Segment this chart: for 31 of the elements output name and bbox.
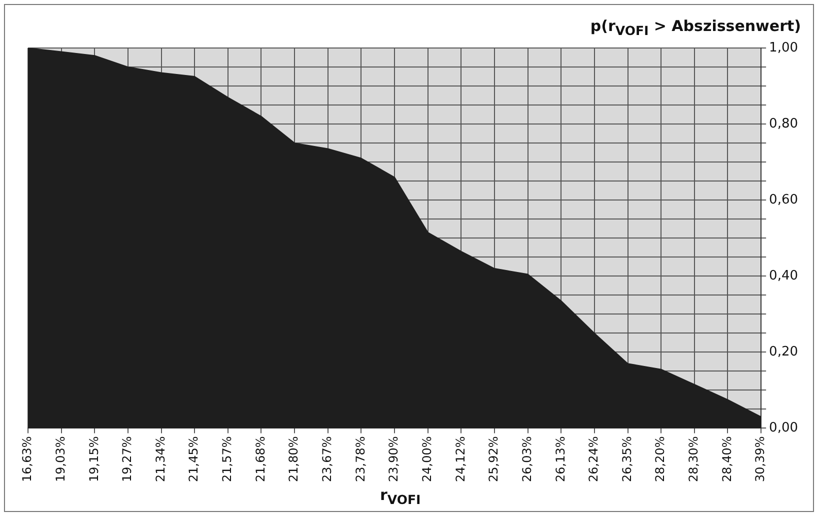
x-tick-label: 23,90% bbox=[386, 436, 401, 482]
x-tick-label: 19,27% bbox=[120, 436, 134, 482]
x-tick-label: 21,57% bbox=[220, 436, 234, 482]
y-tick-label: 0,80 bbox=[769, 116, 798, 132]
x-tick-label: 21,68% bbox=[253, 436, 268, 482]
x-tick-label: 24,12% bbox=[453, 436, 468, 482]
x-tick-label: 26,24% bbox=[586, 436, 601, 482]
x-tick-label: 21,45% bbox=[186, 436, 201, 482]
x-tick-label: 24,00% bbox=[420, 436, 434, 482]
x-tick-label: 30,39% bbox=[753, 436, 768, 482]
x-tick-label: 16,63% bbox=[20, 436, 34, 482]
x-tick-label: 26,35% bbox=[620, 436, 634, 482]
x-tick-label: 28,40% bbox=[720, 436, 734, 482]
x-tick-label: 23,78% bbox=[353, 436, 368, 482]
x-tick-label: 25,92% bbox=[486, 436, 501, 482]
y-tick-label: 0,40 bbox=[769, 268, 798, 284]
y-tick-label: 0,20 bbox=[769, 344, 798, 360]
x-tick-label: 21,80% bbox=[286, 436, 301, 482]
x-tick-label: 28,30% bbox=[686, 436, 701, 482]
x-tick-label: 26,13% bbox=[553, 436, 568, 482]
x-tick-label: 21,34% bbox=[153, 436, 168, 482]
chart-title: p(r$_{VOFI}$ > Abszissenwert) bbox=[590, 16, 801, 40]
y-tick-label: 0,60 bbox=[769, 192, 798, 208]
x-axis-title: r$_{VOFI}$ bbox=[380, 486, 421, 507]
x-tick-label: 19,03% bbox=[53, 436, 68, 482]
x-tick-label: 26,03% bbox=[520, 436, 534, 482]
x-tick-label: 28,20% bbox=[653, 436, 668, 482]
x-tick-label: 23,67% bbox=[320, 436, 334, 482]
y-tick-label: 0,00 bbox=[769, 420, 798, 436]
y-tick-label: 1,00 bbox=[769, 40, 798, 56]
x-tick-label: 19,15% bbox=[86, 436, 101, 482]
